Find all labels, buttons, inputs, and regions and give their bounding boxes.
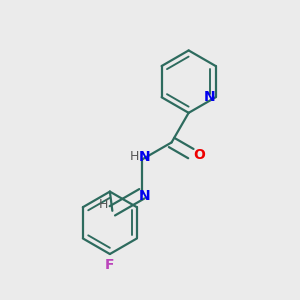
Text: H: H [130,150,139,163]
Text: F: F [105,258,115,272]
Text: N: N [203,90,215,104]
Text: H: H [99,198,108,211]
Text: N: N [139,150,150,164]
Text: N: N [139,189,150,203]
Text: O: O [193,148,205,162]
